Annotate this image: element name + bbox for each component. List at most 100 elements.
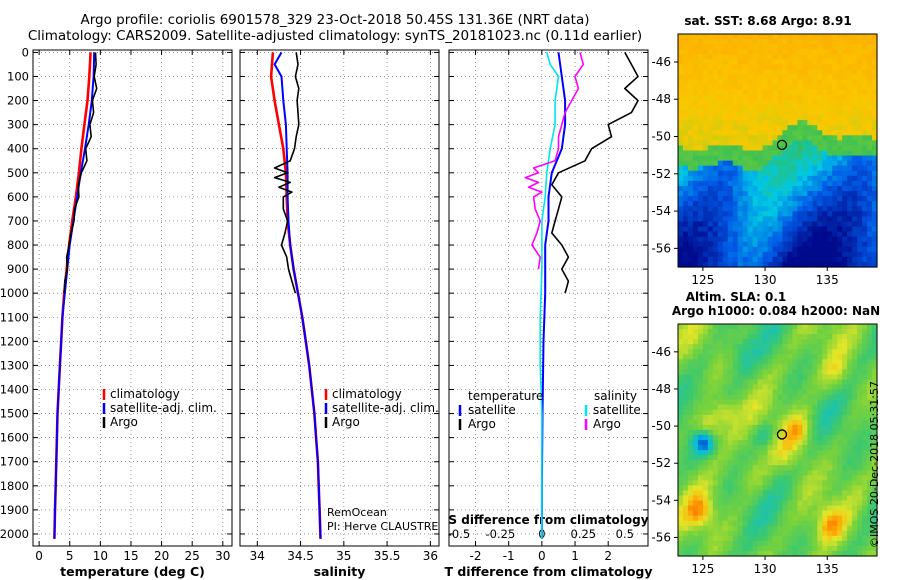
map-cell bbox=[797, 39, 803, 45]
map-cell bbox=[712, 339, 719, 345]
map-cell bbox=[732, 505, 739, 512]
map-cell bbox=[792, 324, 798, 330]
map-cell bbox=[857, 256, 863, 263]
map-cell bbox=[847, 359, 853, 365]
map-cell bbox=[842, 165, 848, 172]
map-cell bbox=[727, 104, 734, 111]
map-cell bbox=[772, 399, 779, 406]
map-cell bbox=[742, 500, 749, 507]
map-cell bbox=[682, 155, 689, 162]
map-cell bbox=[707, 429, 714, 436]
map-cell bbox=[817, 440, 823, 446]
map-cell bbox=[832, 379, 838, 386]
map-cell bbox=[862, 94, 868, 101]
map-cell bbox=[752, 64, 759, 71]
map-cell bbox=[822, 465, 828, 471]
map-cell bbox=[782, 384, 789, 391]
map-cell bbox=[782, 324, 789, 330]
map-cell bbox=[692, 409, 699, 416]
map-cell bbox=[782, 359, 789, 365]
map-cell bbox=[678, 419, 684, 426]
map-cell bbox=[797, 515, 803, 522]
depth-tick-label: 1400 bbox=[0, 382, 29, 396]
map-cell bbox=[817, 359, 823, 365]
map-cell bbox=[797, 434, 803, 441]
map-cell bbox=[852, 54, 858, 60]
map-cell bbox=[702, 34, 709, 40]
map-cell bbox=[742, 160, 749, 167]
series-line-argo bbox=[63, 52, 98, 294]
map-cell bbox=[692, 424, 699, 431]
map-cell bbox=[682, 104, 689, 111]
map-cell bbox=[857, 445, 863, 451]
map-cell bbox=[797, 251, 803, 258]
map-cell bbox=[747, 550, 754, 557]
map-cell bbox=[707, 440, 714, 446]
map-cell bbox=[827, 540, 833, 547]
map-cell bbox=[692, 256, 699, 263]
map-cell bbox=[812, 191, 818, 197]
map-cell bbox=[797, 120, 803, 126]
lon-tick-label: 125 bbox=[691, 273, 714, 287]
map-cell bbox=[772, 34, 779, 40]
map-cell bbox=[852, 510, 858, 517]
map-cell bbox=[717, 120, 724, 126]
map-cell bbox=[867, 206, 873, 212]
map-cell bbox=[872, 460, 878, 466]
map-cell bbox=[747, 221, 754, 228]
map-cell bbox=[727, 460, 734, 466]
map-cell bbox=[717, 324, 724, 330]
map-cell bbox=[707, 389, 714, 396]
map-cell bbox=[682, 515, 689, 522]
map-cell bbox=[802, 246, 808, 253]
map-cell bbox=[797, 409, 803, 416]
map-cell bbox=[697, 69, 704, 76]
map-cell bbox=[707, 379, 714, 386]
map-cell bbox=[857, 94, 863, 101]
map-cell bbox=[777, 160, 784, 167]
map-cell bbox=[817, 185, 823, 192]
map-cell bbox=[827, 201, 833, 207]
map-cell bbox=[857, 49, 863, 55]
map-cell bbox=[822, 89, 828, 96]
map-cell bbox=[707, 34, 714, 40]
map-cell bbox=[767, 115, 774, 121]
map-cell bbox=[678, 329, 684, 335]
map-cell bbox=[757, 211, 764, 217]
map-cell bbox=[862, 359, 868, 365]
map-cell bbox=[782, 329, 789, 335]
map-cell bbox=[852, 241, 858, 248]
map-cell bbox=[722, 175, 729, 182]
map-cell bbox=[832, 104, 838, 111]
map-cell bbox=[817, 165, 823, 172]
map-cell bbox=[817, 104, 823, 111]
map-cell bbox=[852, 246, 858, 253]
map-cell bbox=[687, 226, 694, 233]
map-cell bbox=[852, 84, 858, 91]
map-cell bbox=[837, 440, 843, 446]
map-cell bbox=[772, 84, 779, 91]
map-cell bbox=[678, 344, 684, 350]
map-cell bbox=[802, 175, 808, 182]
map-cell bbox=[837, 450, 843, 456]
map-cell bbox=[737, 201, 744, 207]
map-cell bbox=[872, 364, 878, 370]
map-cell bbox=[762, 540, 769, 547]
map-cell bbox=[737, 251, 744, 258]
map-cell bbox=[847, 160, 853, 167]
map-cell bbox=[727, 424, 734, 431]
map-cell bbox=[757, 399, 764, 406]
map-cell bbox=[757, 251, 764, 258]
map-cell bbox=[792, 470, 798, 476]
map-cell bbox=[678, 535, 684, 542]
map-cell bbox=[692, 455, 699, 461]
map-cell bbox=[772, 74, 779, 81]
map-cell bbox=[862, 69, 868, 76]
map-cell bbox=[842, 216, 848, 223]
map-cell bbox=[852, 89, 858, 96]
map-cell bbox=[702, 510, 709, 517]
map-cell bbox=[697, 384, 704, 391]
map-cell bbox=[687, 59, 694, 65]
map-cell bbox=[757, 99, 764, 106]
map-cell bbox=[682, 84, 689, 91]
